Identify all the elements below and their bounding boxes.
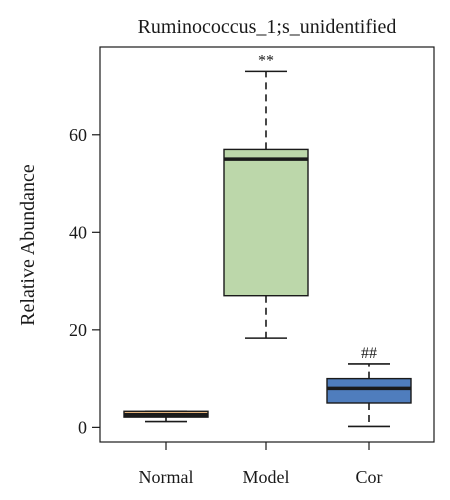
box-model: ** — [223, 52, 309, 339]
chart-title: Ruminococcus_1;s_unidentified — [138, 16, 397, 38]
y-tick-label: 40 — [69, 222, 87, 242]
x-tick-label: Cor — [356, 467, 383, 487]
y-axis: 0 20 40 60 — [69, 125, 100, 437]
box-cor: ## — [326, 345, 412, 428]
y-tick-label: 20 — [69, 320, 87, 340]
significance-annotation: ## — [361, 345, 377, 362]
box-normal — [123, 410, 209, 423]
iqr-box — [223, 148, 309, 297]
significance-annotation: ** — [258, 52, 274, 69]
x-tick-label: Normal — [139, 467, 194, 487]
boxes-group: ** ## — [123, 52, 412, 428]
plot-frame — [99, 46, 435, 443]
y-axis-label: Relative Abundance — [17, 164, 39, 326]
y-tick-label: 0 — [78, 417, 87, 437]
y-tick-label: 60 — [69, 125, 87, 145]
x-axis: Normal Model Cor — [139, 442, 383, 487]
x-tick-label: Model — [243, 467, 290, 487]
iqr-box — [326, 377, 412, 404]
